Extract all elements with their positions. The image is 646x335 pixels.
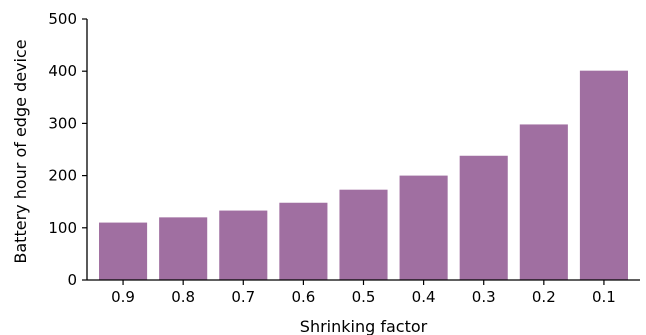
bar-0.2	[519, 124, 568, 280]
x-tick-label: 0.6	[291, 288, 315, 306]
x-tick-label: 0.8	[171, 288, 195, 306]
y-tick-label: 100	[48, 219, 77, 237]
x-tick-label: 0.4	[412, 288, 436, 306]
bar-0.8	[159, 217, 208, 280]
y-tick-label: 0	[67, 271, 77, 289]
y-tick-label: 200	[48, 167, 77, 185]
bar-0.3	[459, 155, 508, 280]
x-axis-label: Shrinking factor	[300, 317, 428, 335]
bar-0.7	[219, 210, 268, 280]
y-axis-label: Battery hour of edge device	[11, 39, 30, 263]
x-tick-label: 0.9	[111, 288, 135, 306]
bar-0.6	[279, 202, 328, 280]
bar-0.4	[399, 175, 448, 280]
y-ticks-group: 0 100 200 300 400 500	[48, 10, 87, 289]
bars-group	[99, 70, 628, 281]
bar-0.9	[99, 222, 148, 280]
bar-0.1	[579, 70, 628, 281]
bar-0.5	[339, 189, 388, 280]
y-tick-label: 500	[48, 10, 77, 28]
x-tick-label: 0.3	[472, 288, 496, 306]
x-ticks-group: 0.9 0.8 0.7 0.6 0.5 0.4 0.3 0.2 0.1	[111, 280, 616, 306]
y-tick-label: 300	[48, 114, 77, 132]
x-tick-label: 0.7	[231, 288, 255, 306]
x-tick-label: 0.5	[352, 288, 376, 306]
x-tick-label: 0.1	[592, 288, 616, 306]
x-tick-label: 0.2	[532, 288, 556, 306]
y-tick-label: 400	[48, 62, 77, 80]
